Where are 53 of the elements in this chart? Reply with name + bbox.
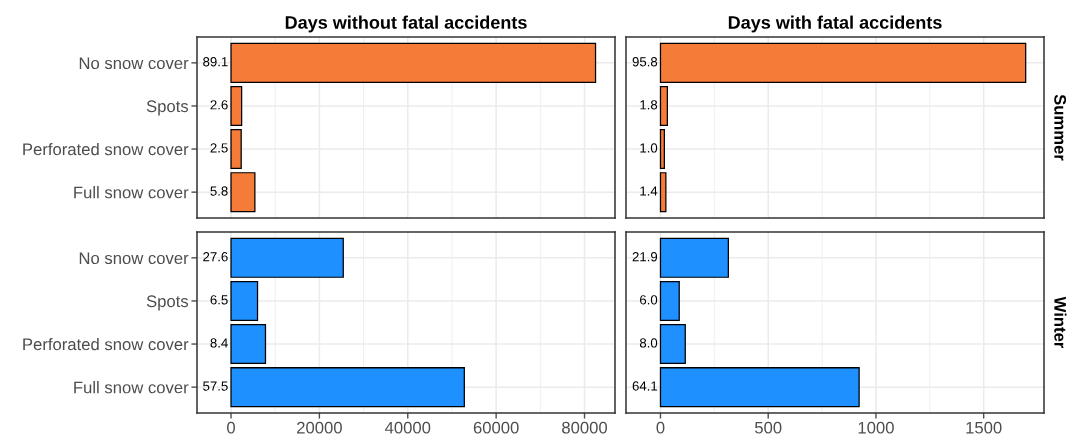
annotation: 27.6 — [203, 252, 228, 262]
y-tick-label: No snow cover — [79, 252, 189, 265]
bar — [659, 367, 860, 408]
bar — [230, 237, 344, 278]
annotation: 21.9 — [632, 252, 658, 262]
bar — [659, 42, 1027, 83]
annotation: 2.5 — [210, 143, 228, 153]
annotation: 8.0 — [639, 338, 658, 348]
annotation: 89.1 — [203, 57, 228, 67]
x-tick-label: 0 — [656, 421, 665, 434]
annotation: 5.8 — [210, 186, 228, 196]
bar — [659, 280, 680, 321]
bar — [230, 129, 242, 170]
bar — [659, 172, 667, 213]
x-tick-label: 1500 — [966, 421, 1002, 434]
y-tick-label: Perforated snow cover — [23, 143, 189, 156]
bar — [230, 42, 597, 83]
annotation: 1.4 — [640, 186, 658, 196]
chart-title: Days with fatal accidents — [728, 15, 942, 33]
y-tick-label: Perforated snow cover — [23, 338, 189, 351]
annotation: 2.6 — [210, 100, 228, 110]
annotation: 6.5 — [210, 295, 228, 305]
annotation: 1.0 — [640, 143, 658, 153]
annotation: 6.0 — [640, 295, 658, 305]
x-tick-label: 40000 — [384, 421, 431, 434]
x-tick-label: 60000 — [473, 421, 519, 434]
y-tick-label: No snow cover — [79, 57, 189, 70]
x-tick-label: 20000 — [297, 421, 342, 434]
y-tick-label: Full snow cover — [74, 186, 189, 199]
x-tick-label: 0 — [227, 421, 236, 434]
annotation: 1.8 — [640, 100, 658, 110]
y-tick-label: Spots — [146, 100, 189, 116]
chart-title: Days without fatal accidents — [285, 15, 527, 33]
annotation: 57.5 — [203, 381, 228, 391]
y-tick-label: Spots — [146, 295, 189, 311]
bar — [659, 85, 668, 126]
y2-axis-title: Summer — [1054, 94, 1067, 161]
bar — [230, 85, 243, 126]
y-tick-label: Full snow cover — [74, 381, 189, 394]
bar — [659, 237, 729, 278]
bar — [659, 129, 665, 170]
x-tick-label: 500 — [754, 421, 782, 434]
annotation: 95.8 — [632, 57, 658, 67]
x-tick-label: 1000 — [858, 421, 894, 434]
bar — [230, 172, 256, 213]
bar — [230, 367, 465, 408]
annotation: 8.4 — [210, 338, 228, 348]
bar — [230, 280, 259, 321]
annotation: 64.1 — [632, 381, 658, 391]
bar — [659, 324, 686, 365]
bar — [230, 324, 267, 365]
y2-axis-title: Winter — [1054, 296, 1067, 349]
x-tick-label: 80000 — [562, 421, 608, 434]
